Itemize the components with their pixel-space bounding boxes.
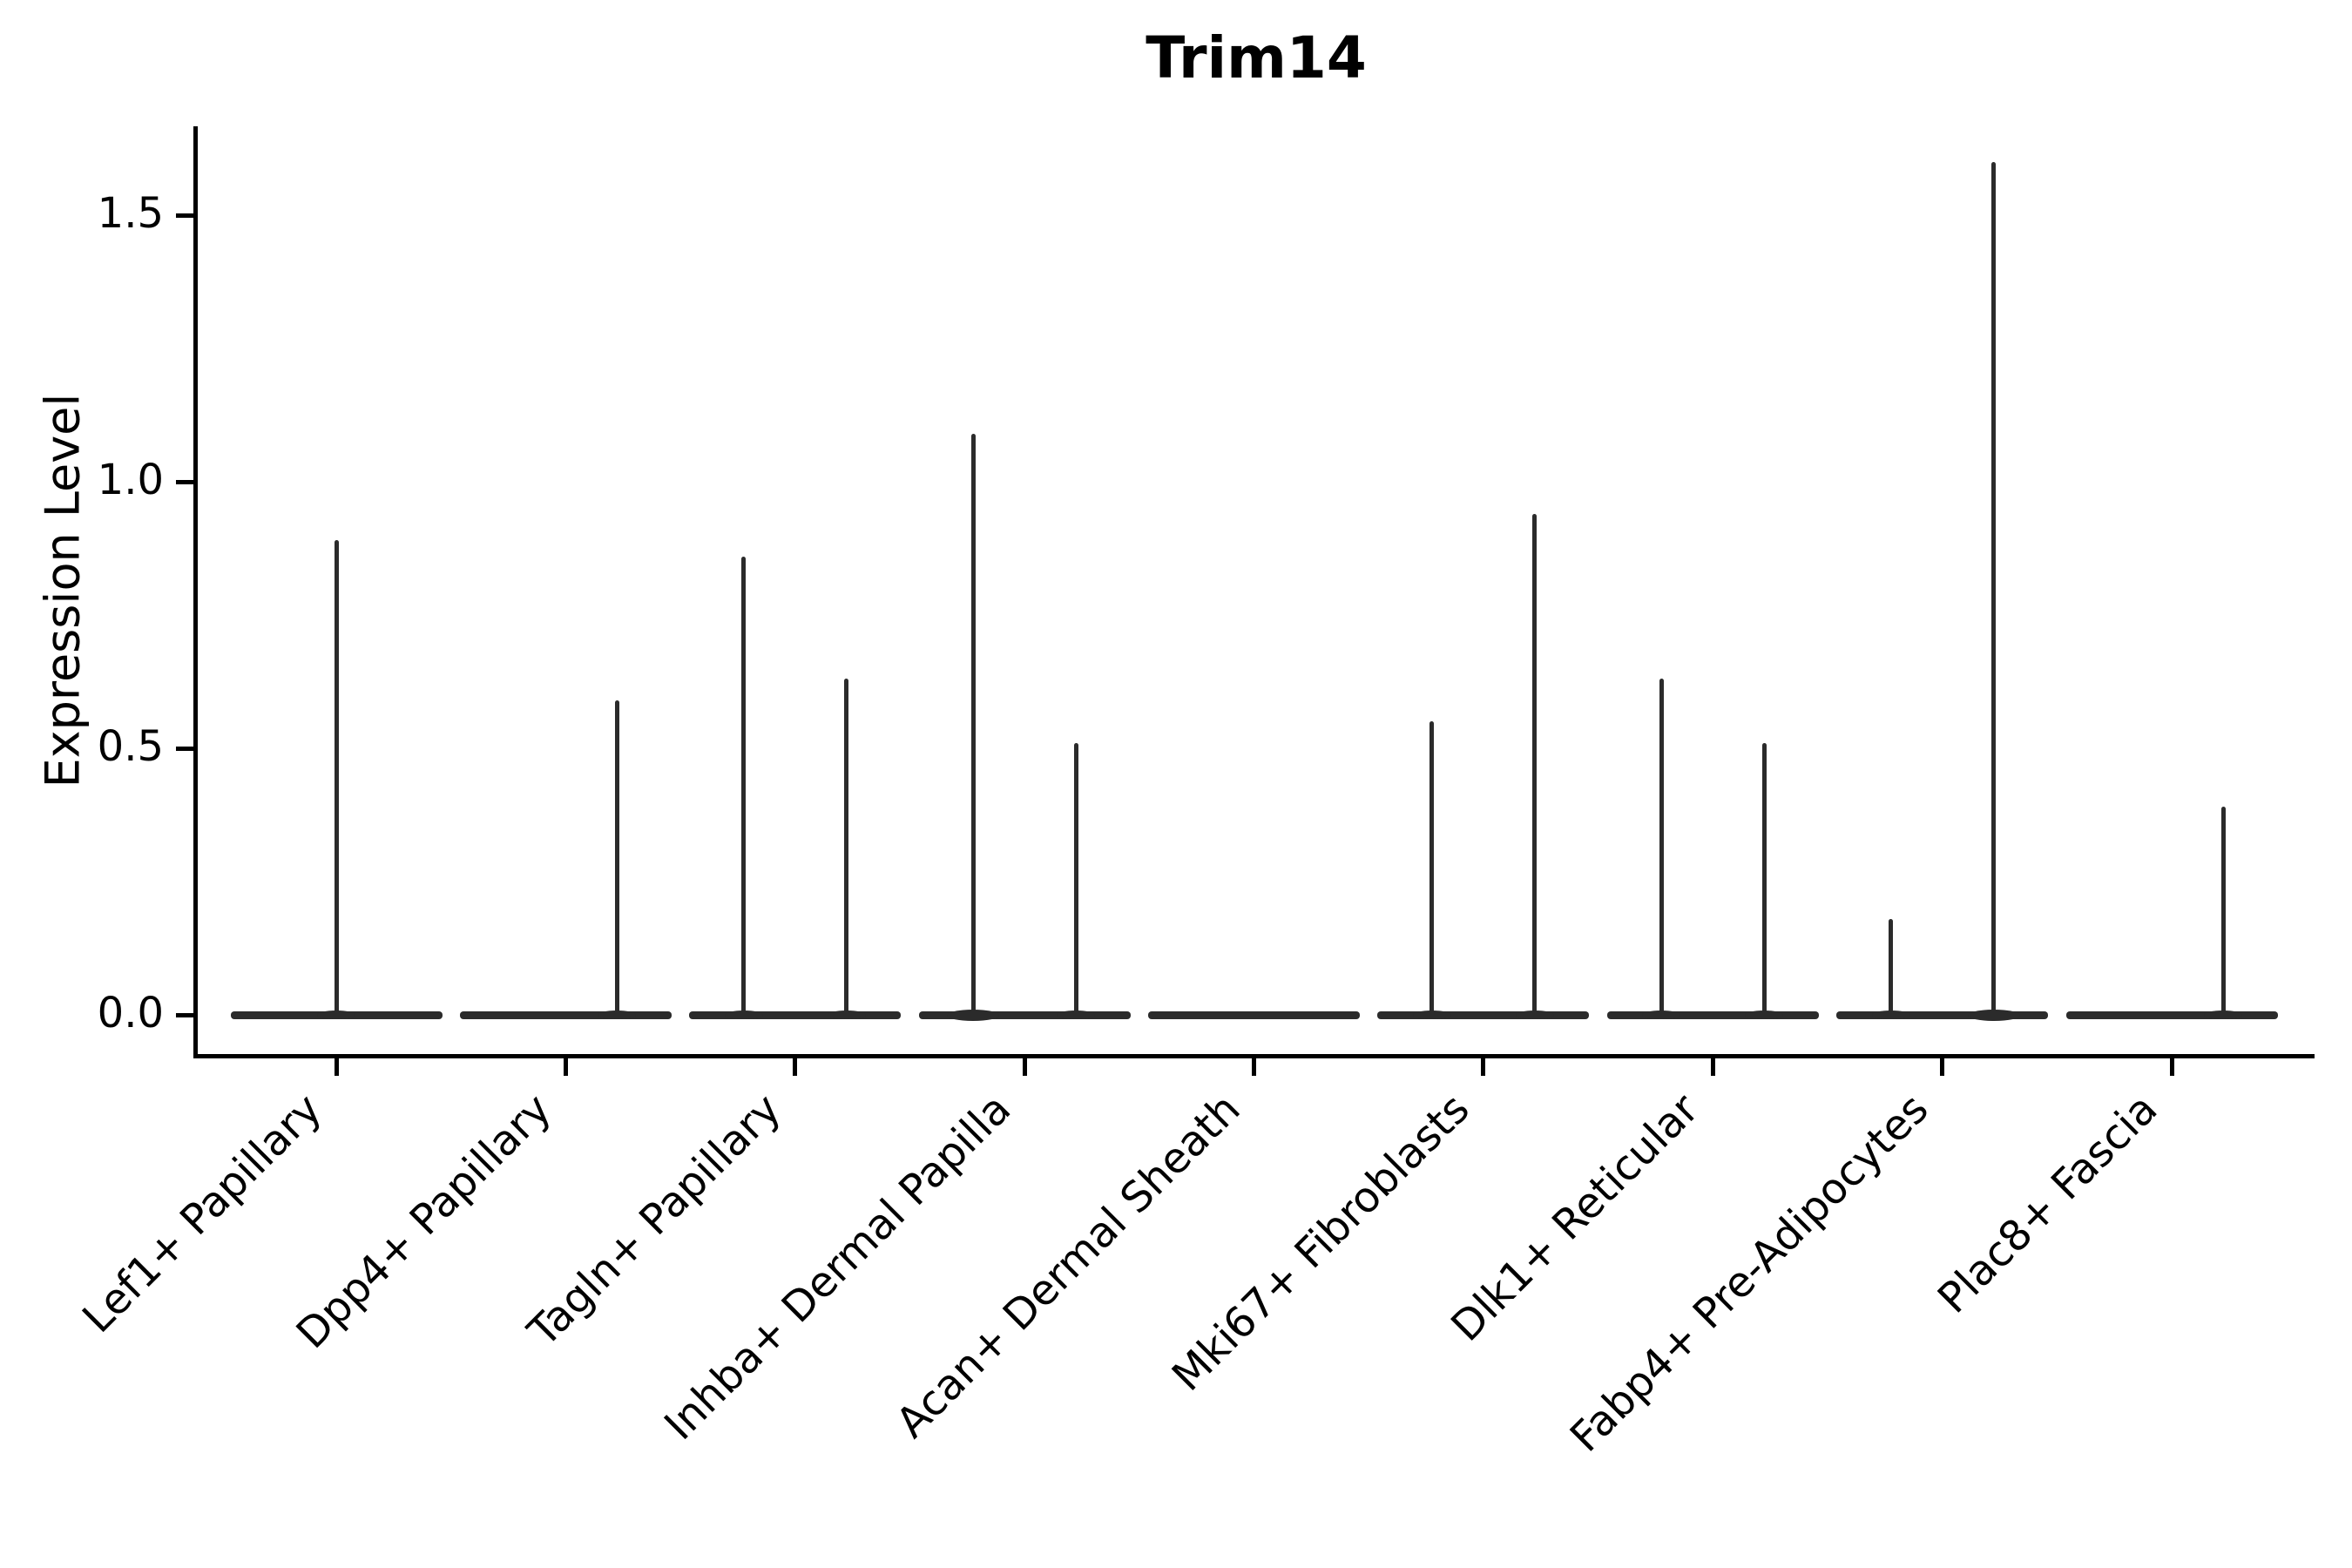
violin-foot bbox=[1871, 1010, 1910, 1019]
violin-base bbox=[459, 1010, 672, 1019]
x-category-label: Lef1+ Papillary bbox=[73, 1085, 332, 1342]
violin-spike bbox=[1659, 679, 1664, 1015]
x-tick bbox=[793, 1058, 798, 1076]
x-tick bbox=[1481, 1058, 1486, 1076]
x-category-label: Plac8+ Fascia bbox=[1929, 1085, 2167, 1323]
y-tick bbox=[176, 479, 193, 484]
violin-base bbox=[1836, 1010, 2049, 1019]
y-tick-label: 0.0 bbox=[97, 988, 164, 1037]
x-tick bbox=[1252, 1058, 1256, 1076]
x-tick bbox=[563, 1058, 568, 1076]
violin-base bbox=[1377, 1010, 1590, 1019]
violin-spike bbox=[1889, 918, 1894, 1015]
y-axis-line bbox=[193, 126, 198, 1058]
violin-spike bbox=[334, 540, 339, 1015]
y-tick bbox=[176, 746, 193, 751]
x-tick bbox=[1940, 1058, 1945, 1076]
x-axis-line bbox=[193, 1054, 2315, 1058]
violin-spike bbox=[1429, 721, 1435, 1015]
violin-spike bbox=[1761, 742, 1767, 1015]
violin-base bbox=[689, 1010, 902, 1019]
violin-spike bbox=[970, 433, 976, 1015]
y-tick bbox=[176, 1012, 193, 1017]
violin-spike bbox=[741, 556, 747, 1015]
violin-base bbox=[918, 1010, 1131, 1019]
violin-base bbox=[2065, 1010, 2278, 1019]
y-tick-label: 1.5 bbox=[97, 188, 164, 238]
violin-spike bbox=[1991, 161, 1997, 1015]
violin-foot bbox=[1412, 1010, 1451, 1019]
x-category-label: Tagln+ Papillary bbox=[518, 1085, 791, 1356]
violin-base bbox=[1606, 1010, 1819, 1019]
violin-foot bbox=[1967, 1009, 2020, 1021]
violin-spike bbox=[1532, 513, 1538, 1015]
y-tick-label: 1.0 bbox=[97, 455, 164, 504]
x-tick bbox=[1710, 1058, 1715, 1076]
violin-foot bbox=[598, 1010, 637, 1019]
violin-spike bbox=[2220, 807, 2226, 1015]
x-tick bbox=[334, 1058, 339, 1076]
violin-spike bbox=[1073, 742, 1078, 1015]
violin-foot bbox=[1745, 1010, 1784, 1019]
violin-foot bbox=[1515, 1010, 1554, 1019]
violin-foot bbox=[1057, 1010, 1096, 1019]
y-tick-label: 0.5 bbox=[97, 721, 164, 771]
violin-foot bbox=[1642, 1010, 1681, 1019]
x-tick bbox=[2169, 1058, 2174, 1076]
violin-foot bbox=[724, 1010, 763, 1019]
y-tick bbox=[176, 213, 193, 218]
x-category-label: Dpp4+ Papillary bbox=[287, 1085, 561, 1359]
violin-spike bbox=[614, 700, 619, 1015]
violin-foot bbox=[827, 1010, 866, 1019]
violin-foot bbox=[947, 1009, 1000, 1021]
x-category-label: Dlk1+ Reticular bbox=[1442, 1085, 1708, 1351]
chart-title: Trim14 bbox=[1146, 24, 1367, 91]
violin-base bbox=[1148, 1010, 1360, 1019]
violin-foot bbox=[317, 1010, 355, 1019]
violin-spike bbox=[844, 679, 849, 1015]
violin-foot bbox=[2204, 1010, 2242, 1019]
x-tick bbox=[1022, 1058, 1027, 1076]
